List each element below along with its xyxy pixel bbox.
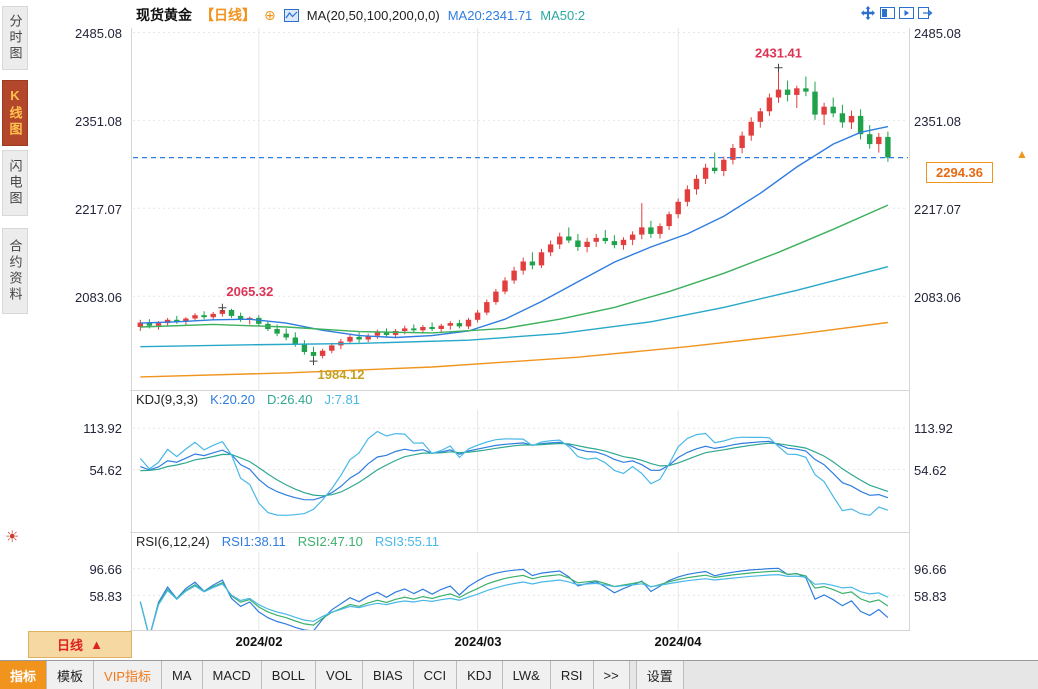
y-axis-label: 2351.08 — [75, 114, 122, 129]
kdj-j-value: J:7.81 — [324, 392, 360, 407]
main-candlestick-chart[interactable]: 2431.41 2065.32 1984.12 — [133, 28, 908, 390]
y-axis-label: 2485.08 — [914, 26, 961, 41]
sun-icon[interactable]: ☀ — [5, 529, 20, 546]
sidebar-item-contract-info[interactable]: 合约资料 — [2, 228, 28, 314]
tab-kdj[interactable]: KDJ — [457, 661, 503, 689]
sidebar-item-time-chart[interactable]: 分时图 — [2, 6, 28, 70]
tab-bias[interactable]: BIAS — [363, 661, 414, 689]
period-selector-label: 日线 — [57, 638, 84, 653]
kdj-tick-label: 113.92 — [914, 421, 953, 436]
tab-vol[interactable]: VOL — [316, 661, 364, 689]
kdj-d-value: D:26.40 — [266, 392, 313, 407]
period-label: 【日线】 — [200, 7, 256, 23]
y-axis-label: 2083.06 — [914, 290, 961, 305]
tab-indicators[interactable]: 指标 — [0, 661, 48, 689]
layout-left-pane-icon[interactable] — [879, 5, 895, 20]
move-panes-icon[interactable] — [860, 5, 876, 20]
rsi-tick-label: 58.83 — [89, 589, 122, 604]
y-axis-label: 2351.08 — [914, 114, 961, 129]
tab-more[interactable]: >> — [593, 661, 630, 689]
rsi2-value: RSI2:47.10 — [297, 534, 363, 549]
y-axis-label: 2217.07 — [914, 202, 961, 217]
tab-boll[interactable]: BOLL — [261, 661, 317, 689]
kdj-tick-label: 54.62 — [914, 463, 947, 478]
svg-text:2065.32: 2065.32 — [226, 284, 273, 299]
ma-chart-icon — [283, 8, 299, 22]
kdj-rsi-divider — [130, 532, 910, 533]
sidebar-item-kline-chart[interactable]: K线图 — [2, 80, 28, 146]
svg-text:1984.12: 1984.12 — [318, 367, 365, 382]
ma-settings-label[interactable]: MA(20,50,100,200,0,0) — [306, 7, 440, 23]
tab-cci[interactable]: CCI — [413, 661, 458, 689]
kdj-tick-label: 113.92 — [83, 421, 122, 436]
tab-macd[interactable]: MACD — [202, 661, 262, 689]
add-favorite-icon[interactable]: ⊕ — [264, 6, 276, 23]
chevron-up-icon: ▲ — [90, 637, 103, 652]
tab-ma[interactable]: MA — [162, 661, 203, 689]
kdj-label[interactable]: KDJ(9,3,3) — [136, 392, 199, 407]
price-up-arrow-icon: ▲ — [1016, 147, 1028, 161]
layout-play-pane-icon[interactable] — [898, 5, 914, 20]
ma20-value: MA20:2341.71 — [447, 7, 533, 23]
svg-text:2431.41: 2431.41 — [755, 46, 802, 61]
current-price-tag: 2294.36 — [926, 162, 993, 183]
rsi-tick-label: 96.66 — [914, 562, 947, 577]
tab-settings[interactable]: 设置 — [635, 661, 684, 689]
ma50-value: MA50:2 — [540, 7, 586, 23]
x-axis-label: 2024/04 — [654, 634, 702, 649]
rsi1-value: RSI1:38.11 — [221, 534, 286, 549]
next-pane-icon[interactable] — [917, 5, 933, 20]
kdj-indicator-chart[interactable] — [133, 410, 908, 532]
sidebar-item-flash-chart[interactable]: 闪电图 — [2, 150, 28, 216]
rsi-indicator-chart[interactable] — [133, 552, 908, 630]
y-axis-label: 2217.07 — [75, 202, 122, 217]
kdj-header: KDJ(9,3,3) K:20.20 D:26.40 J:7.81 — [136, 392, 360, 407]
rsi-header: RSI(6,12,24) RSI1:38.11 RSI2:47.10 RSI3:… — [136, 534, 439, 549]
rsi-tick-label: 96.66 — [89, 562, 122, 577]
x-axis-label: 2024/03 — [454, 634, 502, 649]
rsi3-value: RSI3:55.11 — [374, 534, 439, 549]
y-axis-label: 2485.08 — [75, 26, 122, 41]
bottom-toolbar: 指标 模板 VIP指标 MA MACD BOLL VOL BIAS CCI KD… — [0, 660, 1038, 689]
tab-lw[interactable]: LW& — [502, 661, 551, 689]
tab-templates[interactable]: 模板 — [47, 661, 95, 689]
y-axis-label: 2083.06 — [75, 290, 122, 305]
chart-header: 现货黄金 【日线】 ⊕ MA(20,50,100,200,0,0) MA20:2… — [136, 5, 585, 25]
window-controls — [860, 5, 933, 20]
chart-left-border — [131, 28, 132, 630]
rsi-tick-label: 58.83 — [914, 589, 947, 604]
kdj-tick-label: 54.62 — [89, 463, 122, 478]
tab-vip-indicators[interactable]: VIP指标 — [94, 661, 162, 689]
rsi-xaxis-divider — [130, 630, 910, 631]
main-kdj-divider — [130, 390, 910, 391]
chart-right-border — [909, 28, 910, 630]
rsi-label[interactable]: RSI(6,12,24) — [136, 534, 210, 549]
x-axis-label: 2024/02 — [235, 634, 283, 649]
period-selector[interactable]: 日线 ▲ — [28, 631, 132, 658]
kdj-k-value: K:20.20 — [210, 392, 255, 407]
instrument-title: 现货黄金 — [136, 7, 192, 23]
tab-rsi[interactable]: RSI — [550, 661, 594, 689]
